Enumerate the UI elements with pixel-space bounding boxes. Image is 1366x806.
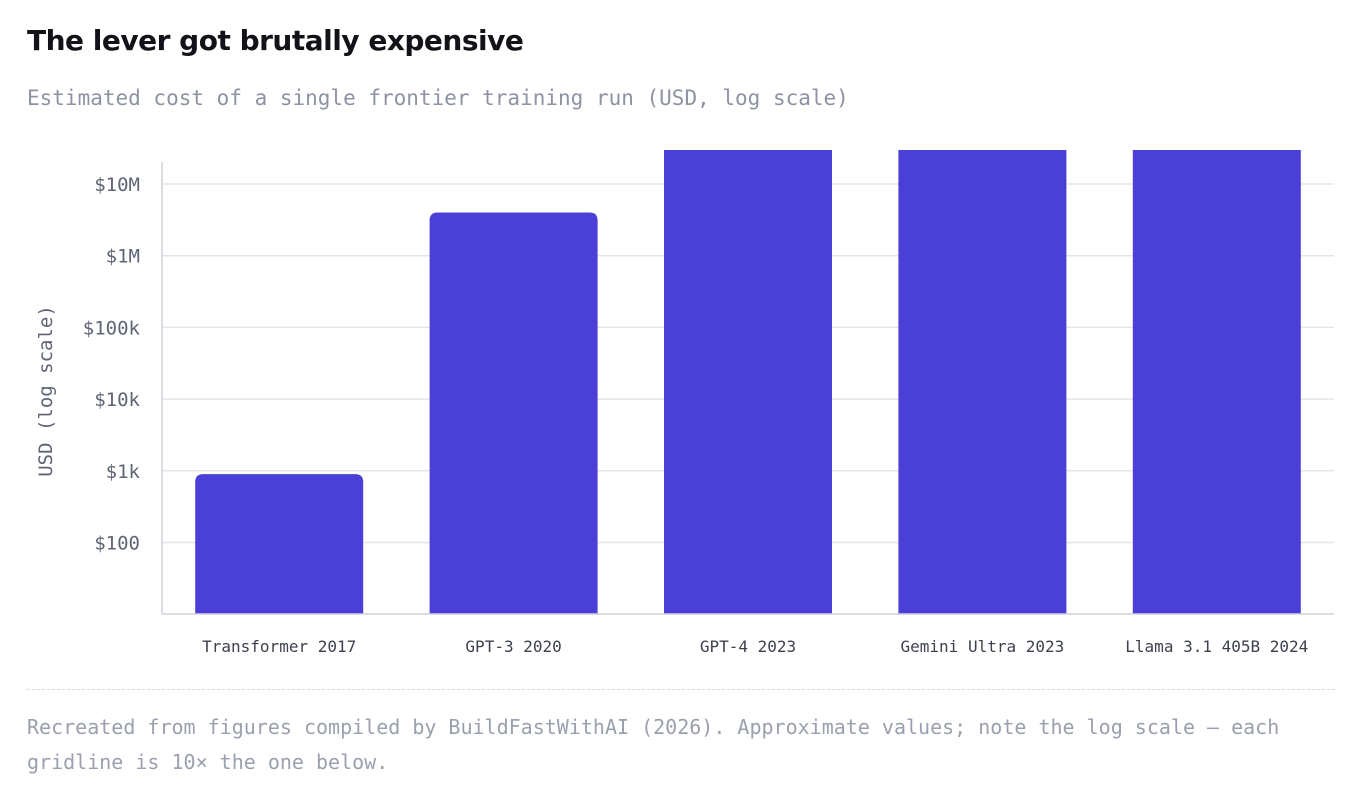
chart-subtitle: Estimated cost of a single frontier trai… (27, 86, 849, 110)
x-category-label: Llama 3.1 405B 2024 (1125, 637, 1308, 656)
bar-gemini-ultra-2023 (898, 150, 1067, 614)
bar-gpt-4-2023 (664, 150, 832, 614)
x-category-labels: Transformer 2017 GPT-3 2020 GPT-4 2023 Gemi… (202, 637, 1308, 656)
bars (195, 150, 1301, 615)
x-category-label: GPT-4 2023 (700, 637, 796, 656)
y-tick-label: $10M (94, 174, 140, 196)
y-tick-label: $100 (94, 533, 140, 555)
x-category-label: GPT-3 2020 (465, 637, 561, 656)
footer-divider (27, 689, 1335, 690)
y-tick-label: $10k (94, 389, 140, 411)
y-tick-label: $100k (83, 317, 141, 339)
chart-title: The lever got brutally expensive (27, 24, 524, 57)
x-category-label: Gemini Ultra 2023 (901, 637, 1065, 656)
y-tick-labels: $100$1k$10k$100k$1M$10M$100M (83, 174, 141, 555)
y-tick-label: $1k (106, 461, 141, 483)
y-axis-label: USD (log scale) (35, 305, 57, 477)
bar-llama-3-1-405b-2024 (1132, 150, 1301, 614)
axes (161, 162, 1334, 615)
bar-chart: $100$1k$10k$100k$1M$10M$100M Transformer… (35, 150, 1334, 656)
bar-gpt-3-2020 (429, 212, 598, 615)
source-note: Recreated from figures compiled by Build… (27, 715, 1280, 774)
x-category-label: Transformer 2017 (202, 637, 356, 656)
y-tick-label: $1M (106, 246, 140, 268)
bar-transformer-2017 (195, 474, 364, 614)
